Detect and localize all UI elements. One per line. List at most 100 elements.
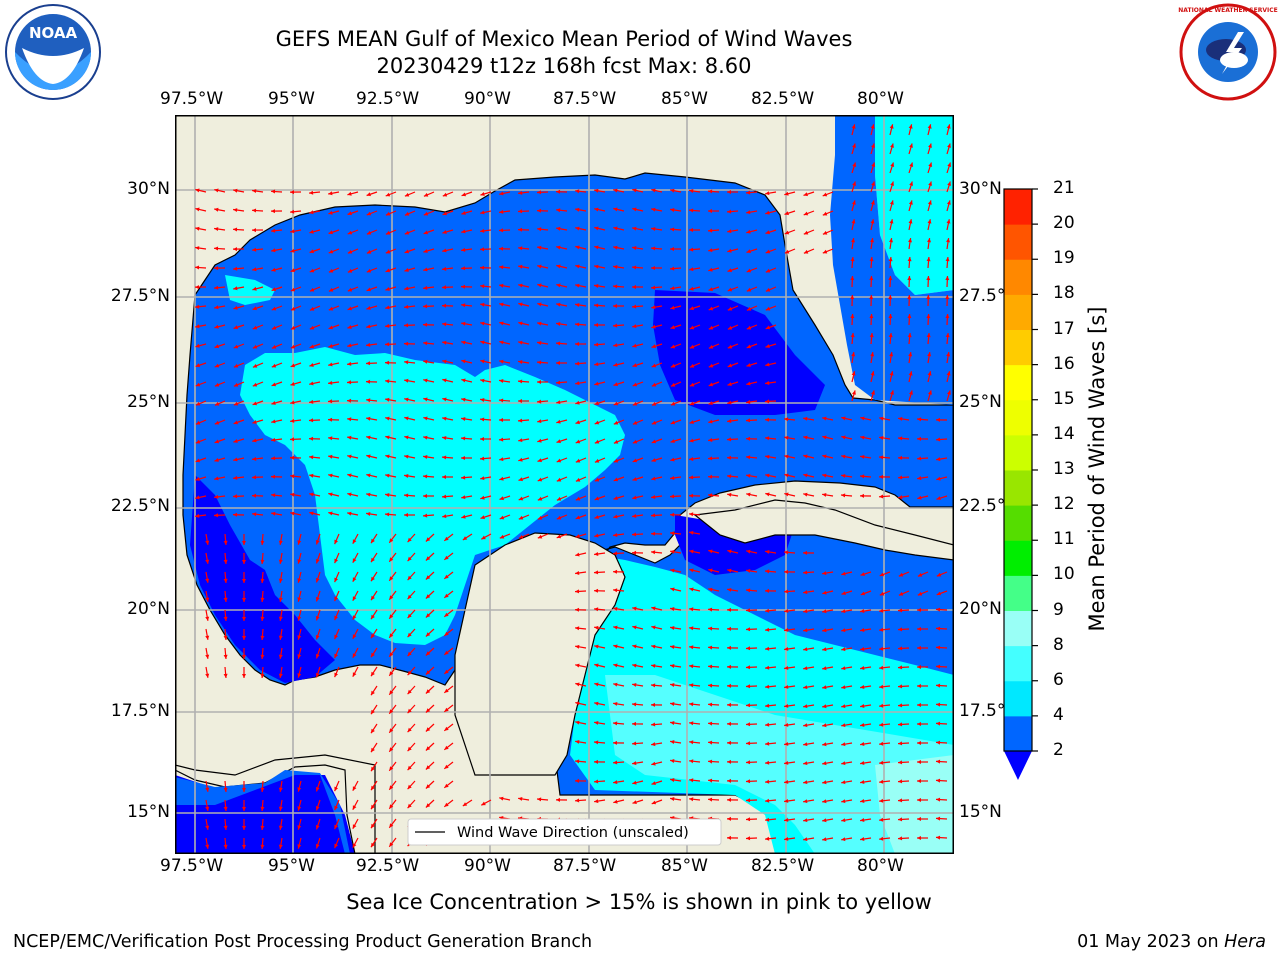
wind-arrow-head	[727, 209, 732, 214]
wind-arrow-head	[481, 801, 486, 806]
wind-arrow-head	[480, 210, 485, 215]
wind-arrow-head	[385, 268, 391, 273]
wind-arrow-head	[518, 797, 523, 801]
wind-arrow-head	[444, 593, 449, 598]
wind-arrow-head	[946, 124, 951, 129]
wind-arrow-head	[852, 143, 856, 148]
wind-arrow-head	[214, 285, 219, 290]
wind-arrow-head	[425, 803, 431, 808]
wind-arrow-head	[651, 305, 656, 310]
wind-arrow-head	[708, 664, 713, 669]
wind-arrow-head	[252, 456, 257, 461]
wind-arrow-head	[461, 229, 466, 234]
wind-arrow-head	[841, 571, 846, 576]
wind-arrow-head	[651, 531, 656, 536]
wind-arrow-head	[423, 322, 428, 327]
wind-arrow-head	[889, 238, 893, 243]
yucatan	[454, 532, 626, 776]
wind-arrow-head	[404, 230, 410, 235]
wind-arrow-head	[708, 287, 713, 292]
wind-arrow-head	[347, 435, 352, 440]
wind-arrow-head	[444, 650, 449, 655]
wind-arrow-head	[575, 515, 581, 520]
wind-arrow-head	[765, 230, 770, 235]
wind-arrow-head	[651, 344, 656, 349]
wind-arrow-head	[632, 741, 637, 746]
wind-arrow-head	[746, 703, 751, 708]
wind-arrow-head	[708, 189, 713, 194]
wind-arrow-head	[632, 420, 638, 425]
wind-arrow-head	[442, 211, 448, 216]
wind-arrow-head	[518, 360, 523, 364]
wind-arrow-head	[347, 211, 352, 216]
wind-arrow-head	[347, 511, 352, 516]
wind-arrow-head	[860, 628, 865, 632]
wind-arrow-head	[423, 378, 428, 383]
wind-arrow-head	[651, 625, 656, 630]
wind-arrow-head	[423, 211, 429, 216]
wind-arrow-head	[890, 162, 895, 167]
wind-arrow-head	[907, 333, 912, 338]
wind-arrow-head	[537, 419, 542, 424]
wind-arrow-head	[670, 740, 675, 744]
wind-arrow-head	[632, 683, 637, 687]
wind-arrow-head	[407, 784, 412, 790]
wind-arrow-head	[575, 245, 580, 250]
wind-arrow-head	[389, 766, 394, 771]
wind-arrow-head	[879, 779, 884, 784]
colorbar-tick-label: 11	[1053, 529, 1075, 550]
wind-arrow-head	[309, 287, 315, 292]
wind-arrow-head	[613, 644, 618, 649]
wind-arrow-head	[898, 741, 903, 746]
wind-arrow-head	[271, 189, 276, 194]
wind-arrow-head	[708, 267, 713, 272]
wind-arrow-head	[822, 493, 827, 497]
wind-arrow-head	[651, 550, 656, 555]
wind-arrow-head	[205, 540, 210, 545]
wind-arrow-head	[632, 780, 637, 785]
wind-arrow-head	[936, 607, 941, 612]
wind-arrow-head	[290, 400, 295, 405]
wind-arrow-head	[784, 609, 789, 613]
wind-arrow-head	[499, 796, 504, 801]
wind-arrow-head	[297, 635, 302, 640]
wind-arrow-head	[945, 257, 950, 262]
wind-arrow-head	[927, 200, 932, 205]
wind-arrow-head	[889, 124, 894, 129]
wind-arrow-head	[223, 673, 228, 678]
wind-arrow-head	[879, 760, 884, 765]
caribbean-lightcyan	[605, 675, 954, 854]
wind-arrow-head	[613, 343, 618, 348]
wind-arrow-head	[309, 511, 314, 516]
x-tick-top: 92.5°W	[356, 89, 420, 109]
wind-arrow-head	[334, 539, 338, 545]
wind-arrow-head	[425, 727, 431, 732]
colorbar-block	[1004, 434, 1032, 471]
wind-arrow-head	[290, 455, 295, 460]
wind-arrow-head	[727, 759, 731, 764]
wind-arrow-head	[936, 816, 941, 821]
wind-arrow-head	[242, 617, 246, 621]
wind-arrow-head	[334, 672, 338, 678]
wind-arrow-head	[242, 845, 246, 849]
wind-arrow-head	[670, 531, 675, 536]
legend: Wind Wave Direction (unscaled)	[407, 818, 722, 846]
wind-arrow-head	[297, 616, 302, 621]
wind-arrow-head	[898, 608, 903, 613]
wind-arrow-head	[334, 634, 338, 640]
wind-arrow-head	[518, 340, 523, 345]
wind-arrow-head	[651, 702, 655, 707]
wind-arrow-head	[803, 685, 808, 690]
x-tick-bottom: 87.5°W	[553, 856, 617, 876]
wind-arrow-head	[480, 378, 485, 383]
wind-arrow-head	[347, 325, 352, 329]
wind-arrow-head	[860, 493, 864, 498]
wind-arrow-head	[214, 305, 219, 310]
map-title: GEFS MEAN Gulf of Mexico Mean Period of …	[275, 27, 853, 51]
wind-arrow-head	[888, 257, 893, 262]
wind-arrow-head	[195, 458, 201, 463]
wind-arrow-head	[917, 646, 921, 650]
wind-arrow-head	[556, 302, 561, 307]
wind-arrow-head	[936, 740, 941, 745]
wind-arrow-head	[927, 219, 932, 224]
